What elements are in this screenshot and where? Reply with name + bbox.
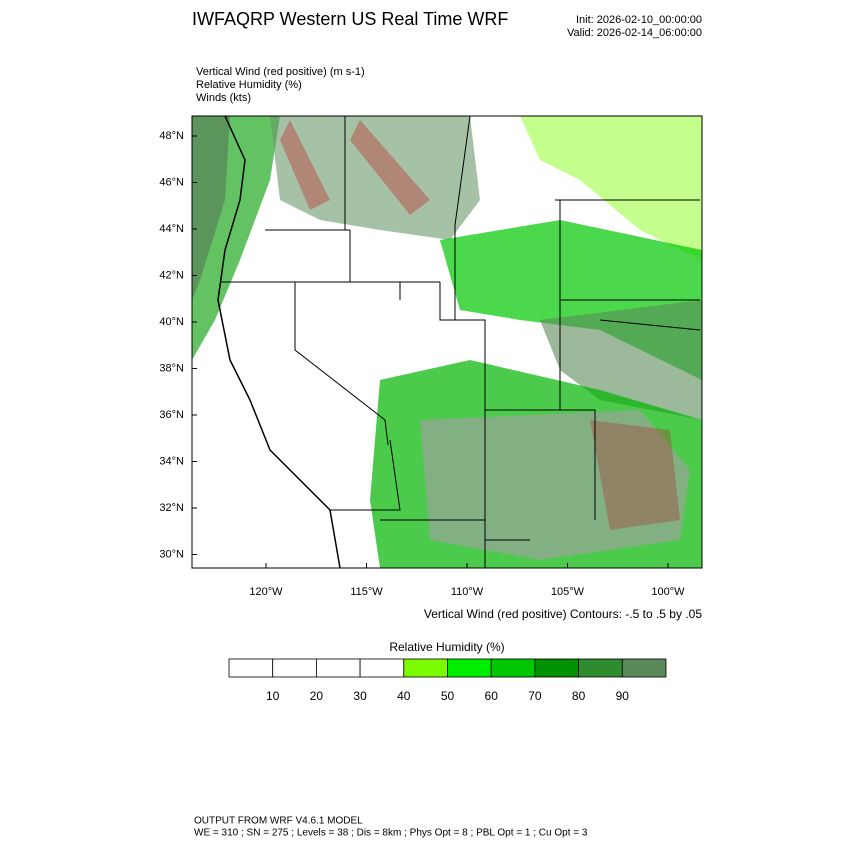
lon-label: 100°W [651,586,685,598]
colorbar-label: 40 [397,689,411,703]
colorbar-label: 10 [266,689,280,703]
colorbar-label: 70 [528,689,542,703]
title: IWFAQRP Western US Real Time WRF [192,9,508,29]
colorbar-box [621,658,667,678]
lon-label: 120°W [249,586,283,598]
contour-note: Vertical Wind (red positive) Contours: -… [424,607,702,621]
lat-label: 30°N [159,548,184,560]
lat-label: 42°N [159,269,184,281]
colorbar-label: 20 [310,689,324,703]
lon-label: 105°W [551,586,585,598]
colorbar-box [359,658,405,678]
lat-label: 34°N [159,455,184,467]
field-label: Vertical Wind (red positive) (m s-1) [196,66,365,78]
lat-label: 36°N [159,409,184,421]
colorbar-box [228,658,274,678]
footer-line: OUTPUT FROM WRF V4.6.1 MODEL [194,816,363,827]
valid-time: Valid: 2026-02-14_06:00:00 [567,27,702,39]
footer-line: WE = 310 ; SN = 275 ; Levels = 38 ; Dis … [194,828,588,839]
field-label: Relative Humidity (%) [196,79,302,91]
colorbar-box [447,658,492,678]
colorbar-label: 90 [616,689,630,703]
colorbar-label: 30 [353,689,367,703]
map [191,115,703,569]
lat-label: 46°N [159,176,184,188]
colorbar-box [534,658,580,678]
lon-label: 110°W [451,586,484,598]
init-time: Init: 2026-02-10_00:00:00 [576,14,702,26]
lat-label: 44°N [159,223,184,235]
colorbar-box [403,658,448,678]
colorbar-label: 50 [441,689,455,703]
lon-label: 115°W [350,586,383,598]
lat-label: 38°N [159,362,184,374]
lat-label: 48°N [159,130,184,142]
colorbar-label: 60 [485,689,499,703]
colorbar-box [490,658,536,678]
colorbar-box [315,658,361,678]
colorbar-box [578,658,623,678]
lat-label: 32°N [159,502,184,514]
colorbar-box [272,658,317,678]
colorbar-label: 80 [572,689,586,703]
lat-label: 40°N [159,316,184,328]
colorbar-title: Relative Humidity (%) [389,640,504,654]
field-label: Winds (kts) [196,92,251,104]
